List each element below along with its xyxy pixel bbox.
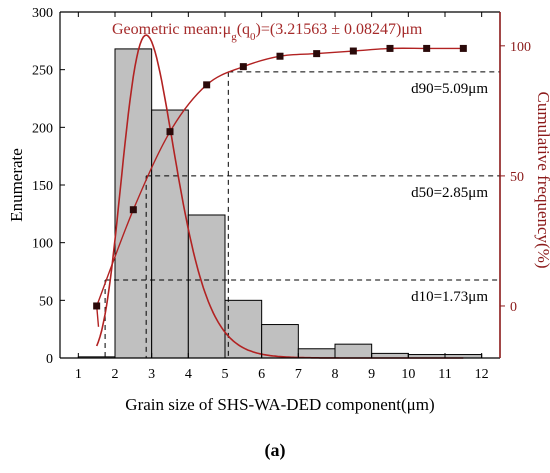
x-tick-label: 2 bbox=[112, 367, 119, 382]
y-tick-label: 300 bbox=[32, 6, 53, 21]
cumulative-point bbox=[203, 81, 211, 89]
y2-tick-label: 50 bbox=[510, 170, 524, 185]
bar bbox=[151, 109, 189, 359]
cumulative-fit-curve bbox=[95, 47, 464, 327]
cumulative-point bbox=[129, 206, 137, 214]
x-tick-label: 9 bbox=[368, 367, 375, 382]
x-tick-label: 10 bbox=[401, 367, 415, 382]
cumulative-point bbox=[239, 63, 247, 71]
cumulative-point bbox=[349, 47, 357, 55]
y2-tick-label: 0 bbox=[510, 300, 517, 315]
y2-tick-label: 100 bbox=[510, 40, 531, 55]
x-axis-label: Grain size of SHS-WA-DED component(μm) bbox=[125, 395, 434, 414]
x-tick-label: 7 bbox=[295, 367, 302, 382]
y-tick-label: 50 bbox=[39, 294, 53, 309]
x-tick-label: 4 bbox=[185, 367, 192, 382]
x-tick-label: 12 bbox=[475, 367, 489, 382]
percentile-label: d50=2.85μm bbox=[411, 185, 488, 201]
bar bbox=[261, 324, 299, 359]
x-tick-label: 11 bbox=[438, 367, 451, 382]
y-tick-label: 150 bbox=[32, 179, 53, 194]
percentile-label: d90=5.09μm bbox=[411, 81, 488, 97]
y-tick-label: 200 bbox=[32, 121, 53, 136]
panel-label: (a) bbox=[0, 440, 550, 461]
panel-label-text: (a) bbox=[264, 440, 286, 460]
cumulative-point bbox=[386, 44, 394, 52]
cumulative-point bbox=[276, 52, 284, 60]
y2-axis-label: Cumulative frequency(%) bbox=[534, 91, 550, 268]
chart-title: Geometric mean:μg(q0)=(3.21563 ± 0.08247… bbox=[112, 21, 423, 43]
x-tick-label: 6 bbox=[258, 367, 265, 382]
y-axis-label: Enumerate bbox=[7, 148, 26, 222]
y-tick-label: 250 bbox=[32, 64, 53, 79]
x-tick-label: 3 bbox=[148, 367, 155, 382]
cumulative-point bbox=[93, 302, 101, 310]
cumulative-point bbox=[423, 44, 431, 52]
cumulative-point bbox=[313, 50, 321, 58]
bar bbox=[334, 343, 373, 359]
y-tick-label: 0 bbox=[46, 352, 53, 367]
cumulative-point bbox=[166, 128, 174, 136]
x-tick-label: 8 bbox=[332, 367, 339, 382]
x-tick-label: 5 bbox=[222, 367, 229, 382]
bar bbox=[297, 348, 336, 359]
bar bbox=[224, 299, 263, 359]
cumulative-point bbox=[459, 44, 467, 52]
percentile-label: d10=1.73μm bbox=[411, 289, 488, 305]
y-tick-label: 100 bbox=[32, 237, 53, 252]
bar bbox=[187, 214, 226, 359]
x-tick-label: 1 bbox=[75, 367, 82, 382]
